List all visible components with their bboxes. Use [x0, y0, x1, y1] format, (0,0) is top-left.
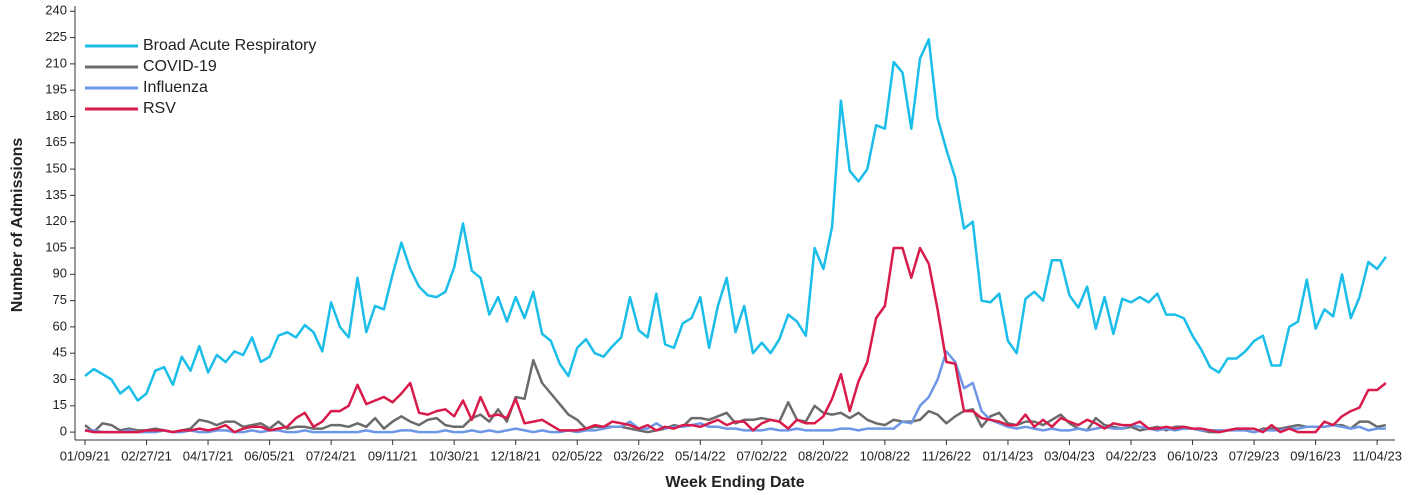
x-tick-label: 07/29/23 [1229, 448, 1280, 463]
x-tick-label: 01/14/23 [983, 448, 1034, 463]
x-tick-label: 11/26/22 [922, 448, 972, 463]
y-tick-label: 210 [45, 55, 67, 70]
series-line [85, 350, 1386, 434]
legend-text: RSV [143, 100, 176, 117]
legend-text: COVID-19 [143, 58, 217, 75]
y-tick-label: 30 [53, 371, 67, 386]
y-tick-label: 15 [53, 397, 67, 412]
y-tick-label: 0 [60, 424, 67, 439]
y-tick-label: 225 [45, 29, 67, 44]
y-tick-label: 105 [45, 239, 67, 254]
legend-text: Influenza [143, 79, 208, 96]
x-tick-label: 04/22/23 [1106, 448, 1157, 463]
y-tick-label: 60 [53, 318, 67, 333]
x-tick-label: 02/27/21 [121, 448, 172, 463]
y-tick-label: 180 [45, 108, 67, 123]
legend-text: Broad Acute Respiratory [143, 37, 316, 54]
x-tick-label: 03/04/23 [1044, 448, 1095, 463]
series-line [84, 246, 1387, 434]
y-tick-label: 150 [45, 161, 67, 176]
x-tick-label: 10/30/21 [429, 448, 480, 463]
x-tick-label: 02/05/22 [552, 448, 603, 463]
y-tick-label: 45 [53, 345, 67, 360]
y-tick-label: 90 [53, 266, 67, 281]
y-tick-label: 75 [53, 292, 67, 307]
x-tick-label: 03/26/22 [613, 448, 664, 463]
x-axis-title: Week Ending Date [665, 474, 804, 491]
y-tick-label: 135 [45, 187, 67, 202]
y-tick-label: 195 [45, 82, 67, 97]
x-tick-label: 06/05/21 [244, 448, 295, 463]
y-tick-label: 120 [45, 213, 67, 228]
x-tick-label: 12/18/21 [490, 448, 541, 463]
y-axis-title: Number of Admissions [9, 138, 26, 313]
y-tick-label: 240 [45, 3, 67, 18]
x-tick-label: 01/09/21 [60, 448, 111, 463]
x-tick-label: 09/11/21 [368, 448, 418, 463]
x-tick-label: 10/08/22 [860, 448, 911, 463]
x-tick-label: 07/02/22 [737, 448, 788, 463]
x-tick-label: 08/20/22 [798, 448, 849, 463]
x-tick-label: 07/24/21 [306, 448, 357, 463]
series-line [84, 38, 1387, 402]
x-tick-label: 09/16/23 [1290, 448, 1341, 463]
y-tick-label: 165 [45, 134, 67, 149]
x-tick-label: 11/04/23 [1352, 448, 1402, 463]
x-tick-label: 04/17/21 [183, 448, 234, 463]
x-tick-label: 06/10/23 [1167, 448, 1218, 463]
x-tick-label: 05/14/22 [675, 448, 726, 463]
